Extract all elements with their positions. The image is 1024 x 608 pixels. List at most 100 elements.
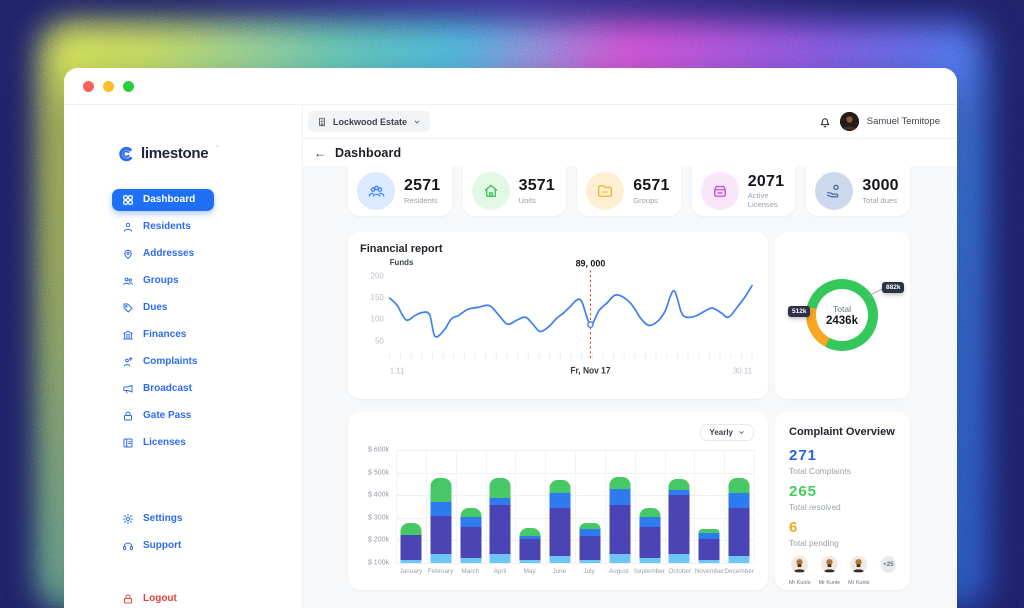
month-label: December: [724, 568, 754, 575]
bar-segment: [489, 497, 511, 506]
sidebar-item-label: Broadcast: [143, 383, 192, 394]
bar-segment: [728, 492, 750, 508]
stat-value: 6571: [633, 177, 670, 195]
gridline: [754, 450, 755, 563]
sidebar-item-complaints[interactable]: Complaints: [112, 348, 214, 375]
more-complainants-badge[interactable]: +25: [880, 556, 896, 573]
sidebar-item-settings[interactable]: Settings: [112, 505, 214, 532]
financial-report-card: Financial report Funds 200 150 100 50 89, 000…: [348, 232, 768, 399]
stat-label: Groups: [633, 195, 659, 205]
bar-segment: [639, 526, 661, 559]
bar-column: [605, 450, 635, 563]
user-avatar[interactable]: [839, 112, 859, 131]
sidebar-item-label: Complaints: [143, 356, 198, 367]
bell-icon[interactable]: [818, 115, 832, 129]
sidebar-item-addresses[interactable]: Addresses: [112, 240, 214, 267]
window-titlebar: [64, 68, 957, 105]
gridline: [634, 450, 636, 563]
month-label: February: [427, 568, 454, 575]
donut-callout-line: [867, 287, 885, 298]
sidebar-item-label: Gate Pass: [143, 410, 192, 421]
sidebar-item-dues[interactable]: Dues: [112, 294, 214, 321]
gridline: [724, 450, 726, 563]
financial-report-title: Financial report: [360, 243, 443, 255]
bar-segment: [609, 476, 631, 489]
svg-text:1.11: 1.11: [390, 367, 405, 376]
bar-segment: [430, 553, 452, 563]
bar-segment: [579, 529, 601, 536]
map-pin-icon: [124, 249, 132, 259]
stat-label: Residents: [404, 195, 438, 205]
total-resolved-label: Total resolved: [789, 502, 841, 512]
brand-name: limestone: [141, 145, 209, 162]
y-tick-label: $ 500k: [367, 469, 389, 477]
page-title: Dashboard: [335, 145, 402, 160]
close-window-button[interactable]: [83, 80, 94, 92]
sidebar-item-gate-pass[interactable]: Gate Pass: [112, 402, 214, 429]
folder-icon: [586, 172, 625, 210]
gear-icon: [122, 513, 134, 524]
sidebar-item-broadcast[interactable]: Broadcast: [112, 375, 214, 402]
avatar-image: [852, 558, 865, 573]
sidebar-nav: Dashboard Residents Addresses Groups: [112, 186, 302, 456]
sidebar-item-support[interactable]: Support: [112, 532, 214, 559]
sidebar-item-label: Finances: [143, 329, 187, 340]
complainant-name: Mr Kunle: [789, 580, 811, 586]
bar-segment: [549, 479, 571, 493]
bar-segment: [668, 479, 690, 491]
sidebar-item-finances[interactable]: Finances: [112, 321, 214, 348]
dashboard-content: 2571 Residents 3571 Units: [303, 166, 957, 608]
bar-column: [545, 450, 575, 563]
total-resolved-value: 265: [789, 483, 818, 500]
license-book-icon: [123, 438, 133, 447]
bar-segment: [519, 536, 541, 540]
funds-donut-card: Total 2436k 882k 512k: [775, 232, 910, 399]
user-avatar-image: [839, 112, 859, 131]
gridline: [425, 450, 427, 563]
bar-segment: [489, 477, 511, 498]
bar-segment: [668, 553, 690, 563]
bar-segment: [460, 517, 482, 527]
svg-text:Funds: Funds: [390, 258, 414, 267]
bar-segment: [668, 495, 690, 554]
month-label: July: [583, 568, 595, 575]
bar-column: [485, 450, 515, 563]
back-arrow[interactable]: ←: [314, 145, 326, 160]
bar-segment: [579, 535, 601, 561]
stat-value: 3571: [518, 177, 555, 195]
chevron-down-icon: [414, 120, 420, 124]
page-header: ← Dashboard: [303, 139, 957, 166]
brand-tick: ': [216, 144, 218, 153]
complainant-avatar: Mr Kunle: [819, 556, 840, 586]
bar-segment: [549, 492, 571, 508]
bar-segment: [728, 478, 750, 493]
basket-icon: [700, 172, 739, 210]
sidebar-item-groups[interactable]: Groups: [112, 267, 214, 294]
stat-card-active-licenses: 2071 Active Licenses: [691, 166, 796, 216]
bar-column: [396, 450, 426, 563]
gridline: [664, 450, 666, 563]
sidebar-item-licenses[interactable]: Licenses: [112, 429, 214, 456]
sidebar-item-label: Support: [143, 540, 182, 551]
sidebar-item-logout[interactable]: Logout: [112, 585, 214, 608]
bar-segment: [400, 534, 422, 560]
stacked-bar-chart: $ 600k $ 500k $ 400k $ 300k $ 200k $ 100k: [360, 447, 755, 567]
sidebar-item-dashboard[interactable]: Dashboard: [112, 188, 214, 211]
bar-segment: [430, 477, 452, 502]
bar-segment: [519, 560, 541, 563]
sidebar-item-residents[interactable]: Residents: [112, 213, 214, 240]
zoom-window-button[interactable]: [123, 80, 134, 92]
headset-icon: [123, 542, 133, 550]
complainant-avatar: Mr Kunle: [789, 556, 811, 586]
residents-people-icon: [357, 172, 395, 210]
gridline: [604, 450, 606, 563]
period-filter-dropdown[interactable]: Yearly: [700, 424, 754, 441]
y-tick-label: $ 200k: [367, 536, 389, 544]
estate-selector[interactable]: Lockwood Estate: [308, 111, 431, 132]
minimize-window-button[interactable]: [103, 80, 114, 92]
bar-segment: [698, 529, 720, 533]
bar-segment: [609, 504, 631, 555]
y-tick-label: $ 300k: [367, 514, 389, 522]
gridline: [485, 450, 487, 563]
